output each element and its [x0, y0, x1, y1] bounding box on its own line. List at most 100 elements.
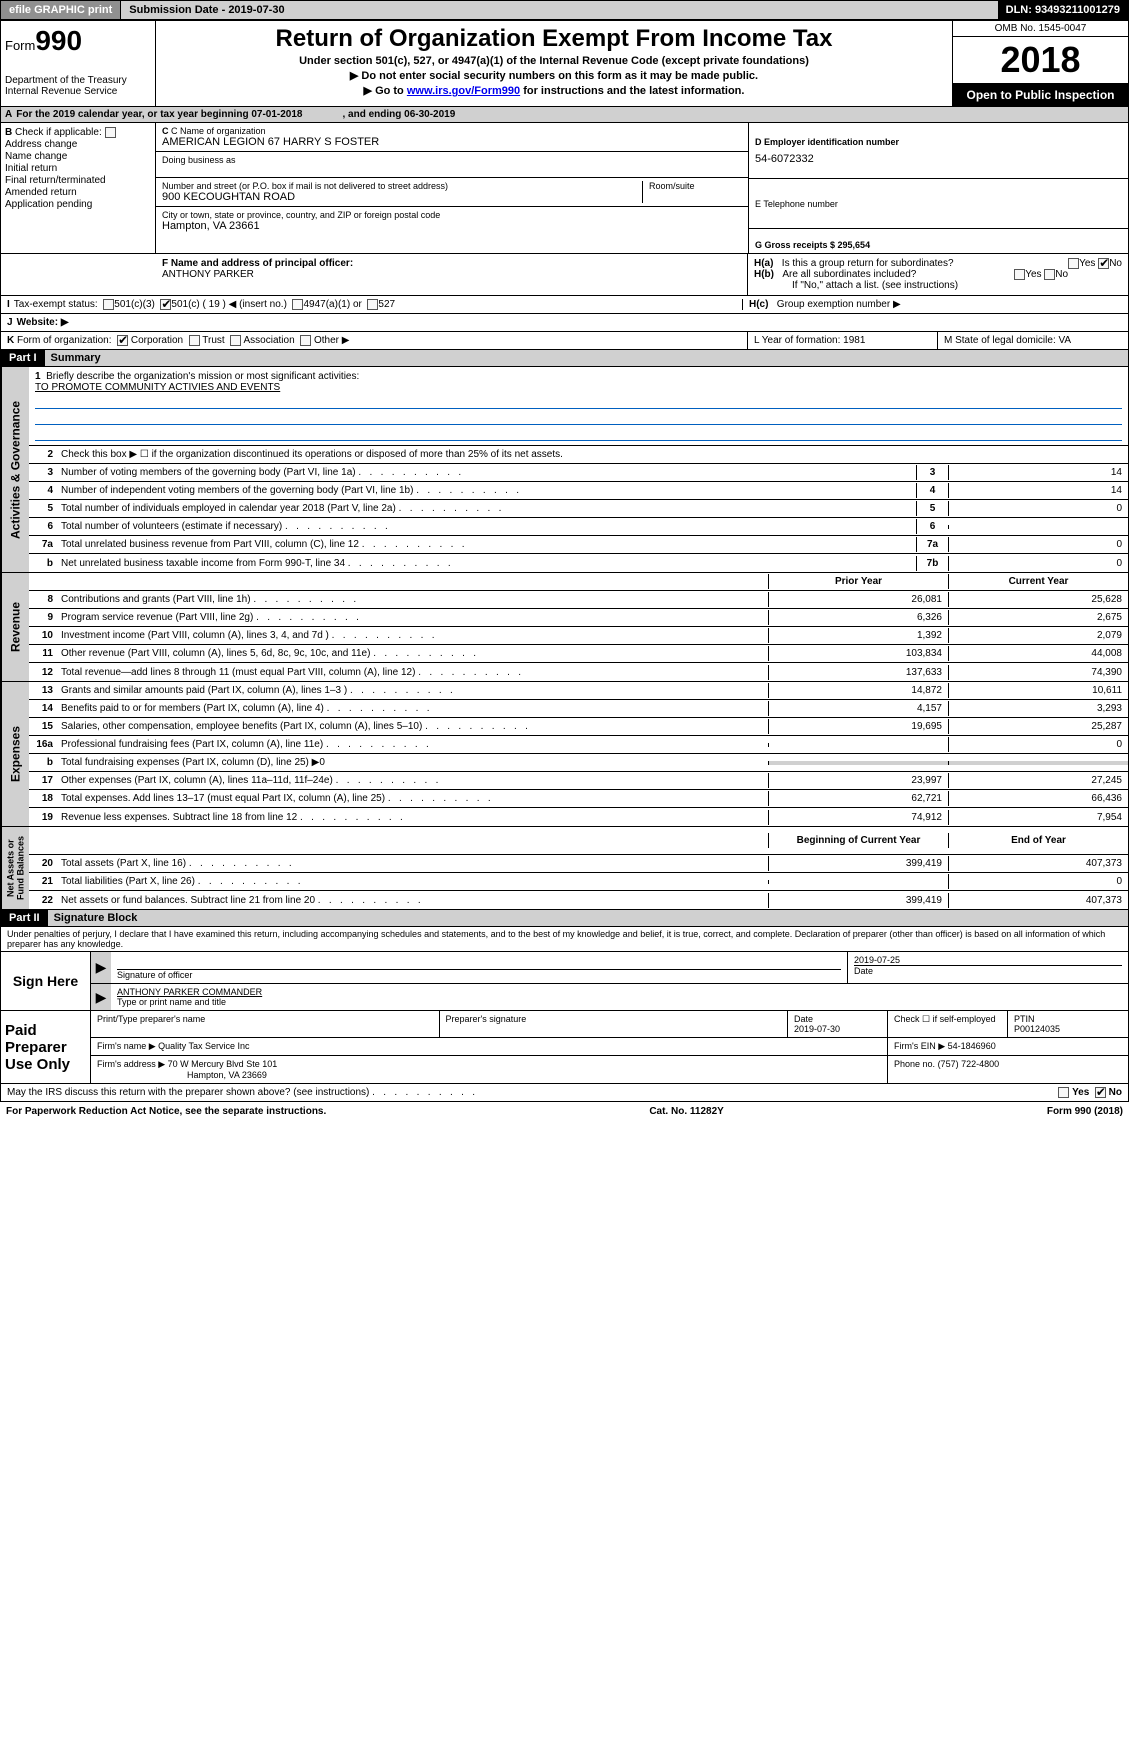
opt-trust[interactable]: Trust: [202, 335, 224, 346]
fh-block: F Name and address of principal officer:…: [0, 254, 1129, 296]
firm-addr-label: Firm's address ▶: [97, 1059, 165, 1069]
vtab-revenue: Revenue: [1, 573, 29, 681]
sub3-post: for instructions and the latest informat…: [520, 85, 744, 97]
line-16a: 16a Professional fundraising fees (Part …: [29, 736, 1128, 754]
box-street: Number and street (or P.O. box if mail i…: [156, 178, 748, 207]
prep-sig-hdr: Preparer's signature: [440, 1011, 789, 1037]
footer-cat: Cat. No. 11282Y: [649, 1106, 723, 1117]
website-label: Website: ▶: [17, 317, 69, 328]
sig-name-label: Type or print name and title: [117, 997, 1122, 1007]
line-19: 19 Revenue less expenses. Subtract line …: [29, 808, 1128, 826]
box-hc: Group exemption number ▶: [777, 299, 901, 310]
box-l: L Year of formation: 1981: [748, 332, 938, 349]
chk-final[interactable]: Final return/terminated: [5, 175, 151, 186]
ein-val: 54-1846960: [948, 1041, 996, 1051]
prep-selfemp[interactable]: Check ☐ if self-employed: [888, 1011, 1008, 1037]
part1-title: Summary: [45, 350, 1128, 366]
row-a: A For the 2019 calendar year, or tax yea…: [0, 107, 1129, 123]
penalties-text: Under penalties of perjury, I declare th…: [0, 927, 1129, 952]
line-4: 4 Number of independent voting members o…: [29, 482, 1128, 500]
footer: For Paperwork Reduction Act Notice, see …: [0, 1102, 1129, 1121]
section-netassets: Net Assets orFund Balances Beginning of …: [0, 827, 1129, 910]
irs-label: Internal Revenue Service: [5, 86, 151, 97]
sig-name-val: ANTHONY PARKER COMMANDER: [117, 987, 1122, 997]
arrow-icon: ▶: [91, 984, 111, 1010]
box-dba: Doing business as: [156, 152, 748, 178]
open-inspection: Open to Public Inspection: [953, 84, 1128, 106]
row-klm: K Form of organization: Corporation Trus…: [0, 332, 1129, 350]
form-org-label: Form of organization:: [17, 335, 112, 346]
part1-header: Part I Summary: [0, 350, 1129, 367]
line-11: 11 Other revenue (Part VIII, column (A),…: [29, 645, 1128, 663]
line-10: 10 Investment income (Part VIII, column …: [29, 627, 1128, 645]
section-governance: Activities & Governance 1 Briefly descri…: [0, 367, 1129, 573]
opt-501c[interactable]: 501(c) ( 19 ) ◀ (insert no.): [171, 299, 287, 310]
line-b: b Net unrelated business taxable income …: [29, 554, 1128, 572]
form-header: Form990 Department of the Treasury Inter…: [0, 20, 1129, 107]
row-a-text: For the 2019 calendar year, or tax year …: [16, 109, 302, 120]
discuss-q: May the IRS discuss this return with the…: [7, 1087, 475, 1098]
prep-date-hdr: Date: [794, 1014, 813, 1024]
dept-label: Department of the Treasury: [5, 75, 151, 86]
vtab-governance: Activities & Governance: [1, 367, 29, 572]
box-g: G Gross receipts $ 295,654: [749, 229, 1128, 253]
chk-pending[interactable]: Application pending: [5, 199, 151, 210]
line-5: 5 Total number of individuals employed i…: [29, 500, 1128, 518]
row-i: I Tax-exempt status: 501(c)(3) 501(c) ( …: [0, 296, 1129, 314]
efile-button[interactable]: efile GRAPHIC print: [1, 1, 121, 19]
dln-label: DLN: 93493211001279: [998, 1, 1128, 19]
irs-link[interactable]: www.irs.gov/Form990: [407, 85, 520, 97]
sign-block: Sign Here ▶ Signature of officer 2019-07…: [0, 952, 1129, 1011]
chk-address[interactable]: Address change: [5, 139, 151, 150]
discuss-yes[interactable]: Yes: [1072, 1087, 1089, 1098]
vtab-netassets: Net Assets orFund Balances: [1, 827, 29, 909]
col-header-1: Prior Year Current Year: [29, 573, 1128, 591]
line-1: 1 Briefly describe the organization's mi…: [29, 367, 1128, 446]
discuss-row: May the IRS discuss this return with the…: [0, 1084, 1129, 1102]
chk-name[interactable]: Name change: [5, 151, 151, 162]
part2-tag: Part II: [1, 910, 48, 926]
sig-date-label: Date: [854, 965, 1122, 976]
line-7a: 7a Total unrelated business revenue from…: [29, 536, 1128, 554]
chk-initial[interactable]: Initial return: [5, 163, 151, 174]
form-sub1: Under section 501(c), 527, or 4947(a)(1)…: [160, 55, 948, 67]
line-15: 15 Salaries, other compensation, employe…: [29, 718, 1128, 736]
box-f: F Name and address of principal officer:…: [156, 254, 748, 295]
phone-val: (757) 722-4800: [938, 1059, 1000, 1069]
line-9: 9 Program service revenue (Part VIII, li…: [29, 609, 1128, 627]
box-city: City or town, state or province, country…: [156, 207, 748, 235]
line-22: 22 Net assets or fund balances. Subtract…: [29, 891, 1128, 909]
section-revenue: Revenue Prior Year Current Year 8 Contri…: [0, 573, 1129, 682]
col-header-2: Beginning of Current Year End of Year: [29, 827, 1128, 855]
opt-other[interactable]: Other ▶: [314, 335, 349, 346]
box-b: B Check if applicable: Address change Na…: [1, 123, 156, 253]
box-d: D Employer identification number 54-6072…: [749, 123, 1128, 179]
topbar: efile GRAPHIC print Submission Date - 20…: [0, 0, 1129, 20]
form-prefix: Form: [5, 38, 35, 53]
line-8: 8 Contributions and grants (Part VIII, l…: [29, 591, 1128, 609]
sig-date-val: 2019-07-25: [854, 955, 1122, 965]
omb-label: OMB No. 1545-0047: [953, 21, 1128, 37]
discuss-no[interactable]: No: [1109, 1087, 1122, 1098]
form-title: Return of Organization Exempt From Incom…: [160, 25, 948, 53]
opt-527[interactable]: 527: [378, 299, 395, 310]
sig-officer-label: Signature of officer: [117, 969, 841, 980]
chk-amended[interactable]: Amended return: [5, 187, 151, 198]
tax-exempt-label: Tax-exempt status:: [14, 299, 98, 310]
opt-501c3[interactable]: 501(c)(3): [114, 299, 155, 310]
firm-name-val: Quality Tax Service Inc: [158, 1041, 249, 1051]
paid-label: Paid Preparer Use Only: [1, 1011, 91, 1083]
opt-assoc[interactable]: Association: [244, 335, 295, 346]
line-2: 2Check this box ▶ ☐ if the organization …: [29, 446, 1128, 464]
phone-label: Phone no.: [894, 1059, 935, 1069]
line-21: 21 Total liabilities (Part X, line 26) 0: [29, 873, 1128, 891]
line-13: 13 Grants and similar amounts paid (Part…: [29, 682, 1128, 700]
box-h: H(a) Is this a group return for subordin…: [748, 254, 1128, 295]
form-number: 990: [35, 25, 82, 56]
part2-title: Signature Block: [48, 910, 1128, 926]
opt-4947[interactable]: 4947(a)(1) or: [303, 299, 361, 310]
footer-left: For Paperwork Reduction Act Notice, see …: [6, 1106, 326, 1117]
line-14: 14 Benefits paid to or for members (Part…: [29, 700, 1128, 718]
firm-addr1: 70 W Mercury Blvd Ste 101: [168, 1059, 278, 1069]
opt-corp[interactable]: Corporation: [131, 335, 183, 346]
